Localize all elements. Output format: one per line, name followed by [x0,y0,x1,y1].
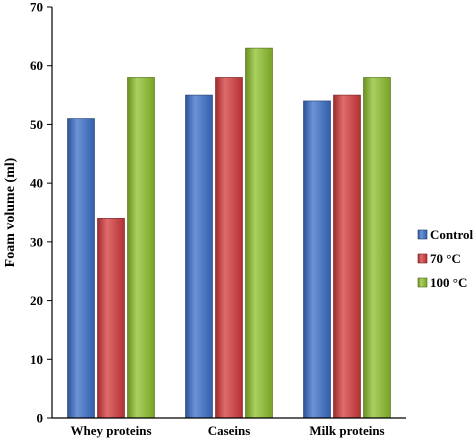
bar-caseins-100-c [245,47,273,419]
y-tick-label: 0 [37,411,44,426]
x-tick-label: Whey proteins [70,423,151,438]
y-axis-title: Foam volume (ml) [3,157,18,267]
bars [67,47,391,419]
bar-milk-proteins-control [303,100,331,419]
legend-swatch-70-c [417,253,428,264]
y-tick-label: 10 [30,352,43,367]
legend-swatch-control [417,229,428,240]
y-tick-label: 20 [30,293,43,308]
y-tick-label: 30 [30,234,43,249]
legend-label-100-c: 100 °C [430,275,467,290]
bar-whey-proteins-70-c [97,218,125,419]
bar-caseins-control [185,94,213,419]
x-tick-label: Milk proteins [309,423,384,438]
legend-label-control: Control [430,227,473,242]
y-tick-label: 70 [30,0,43,15]
axes [51,7,406,419]
y-axis-ticks: 0 10 20 30 40 50 60 70 [30,0,52,426]
bar-milk-proteins-70-c [333,94,361,419]
x-axis-ticks: Whey proteins Caseins Milk proteins [70,423,384,438]
x-tick-label: Caseins [208,423,251,438]
legend-swatch-100-c [417,277,428,288]
bar-whey-proteins-control [67,118,95,419]
bar-caseins-70-c [215,77,243,419]
bar-milk-proteins-100-c [363,77,391,419]
y-tick-label: 50 [30,117,43,132]
legend: Control 70 °C 100 °C [417,227,473,290]
y-tick-label: 60 [30,58,43,73]
bar-whey-proteins-100-c [127,77,155,419]
y-tick-label: 40 [30,176,43,191]
legend-label-70-c: 70 °C [430,251,461,266]
